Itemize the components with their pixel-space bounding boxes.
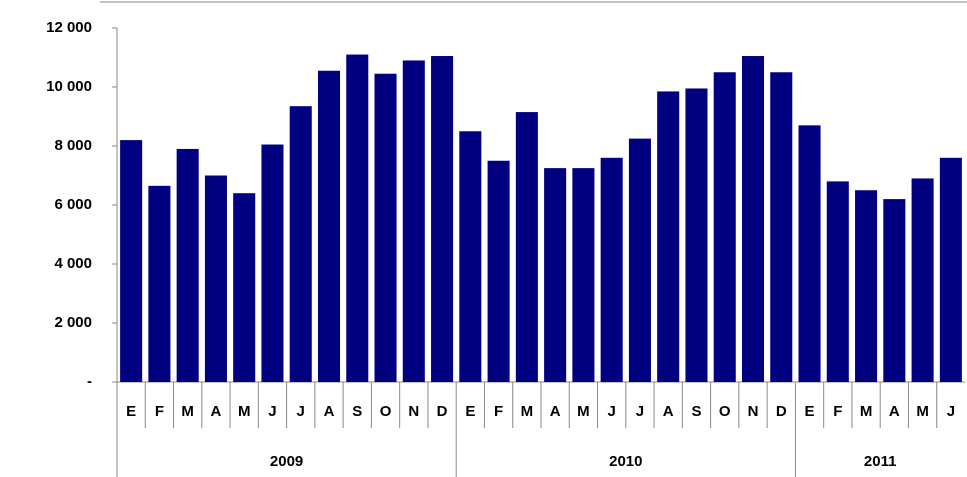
x-tick-label: M: [181, 403, 194, 420]
bar: [826, 181, 849, 382]
bar: [204, 175, 227, 382]
bar: [374, 73, 397, 382]
x-tick-label: E: [126, 403, 136, 420]
bar: [289, 106, 312, 383]
x-tick-label: F: [155, 403, 164, 420]
x-tick-label: M: [916, 403, 929, 420]
y-tick-label: 12 000: [46, 19, 92, 36]
x-tick-label: S: [352, 403, 362, 420]
group-label: 2011: [864, 453, 897, 470]
y-tick-label: 8 000: [54, 137, 92, 154]
x-tick-label: A: [550, 403, 561, 420]
bar: [572, 168, 595, 382]
x-tick-label: F: [494, 403, 503, 420]
bar: [883, 199, 906, 382]
y-tick-label: 6 000: [54, 196, 92, 213]
bar: [911, 178, 934, 382]
group-label: 2010: [609, 453, 642, 470]
x-tick-label: N: [408, 403, 419, 420]
x-tick-label: M: [238, 403, 251, 420]
bar: [770, 72, 793, 382]
bar: [402, 60, 425, 382]
bar: [346, 54, 369, 383]
y-tick-label: 2 000: [54, 314, 92, 331]
bar: [657, 91, 680, 383]
y-tick-label: 4 000: [54, 255, 92, 272]
x-tick-label: M: [521, 403, 534, 420]
x-tick-label: M: [577, 403, 590, 420]
x-tick-label: J: [297, 403, 305, 420]
x-tick-label: E: [465, 403, 475, 420]
x-tick-label: J: [636, 403, 644, 420]
x-tick-label: M: [860, 403, 873, 420]
bar: [233, 193, 256, 382]
x-tick-label: J: [268, 403, 276, 420]
group-label: 2009: [270, 453, 303, 470]
bar: [487, 160, 510, 382]
bar: [798, 125, 821, 382]
x-tick-label: F: [833, 403, 842, 420]
x-tick-label: J: [607, 403, 615, 420]
x-tick-label: S: [691, 403, 701, 420]
x-tick-label: N: [748, 403, 759, 420]
x-tick-label: A: [889, 403, 900, 420]
bar: [431, 56, 454, 383]
y-tick-label: 10 000: [46, 78, 92, 95]
bar: [713, 72, 736, 382]
bar: [855, 190, 878, 382]
bar: [459, 131, 482, 382]
y-tick-label: -: [87, 373, 92, 390]
bar: [600, 157, 623, 382]
x-tick-label: O: [719, 403, 731, 420]
x-tick-label: E: [805, 403, 815, 420]
bar: [515, 112, 538, 382]
bar: [176, 148, 199, 382]
bar: [741, 56, 765, 383]
bar: [544, 168, 567, 382]
bar: [685, 88, 708, 382]
bar: [261, 144, 284, 382]
bar: [939, 157, 962, 382]
bar: [148, 185, 171, 382]
bar: [120, 140, 143, 382]
x-tick-label: D: [437, 403, 448, 420]
x-tick-label: A: [211, 403, 222, 420]
bar: [628, 138, 651, 382]
x-tick-label: A: [324, 403, 335, 420]
x-tick-label: O: [380, 403, 392, 420]
bar: [317, 70, 341, 383]
x-tick-label: A: [663, 403, 674, 420]
x-tick-label: D: [776, 403, 787, 420]
x-tick-label: J: [947, 403, 955, 420]
